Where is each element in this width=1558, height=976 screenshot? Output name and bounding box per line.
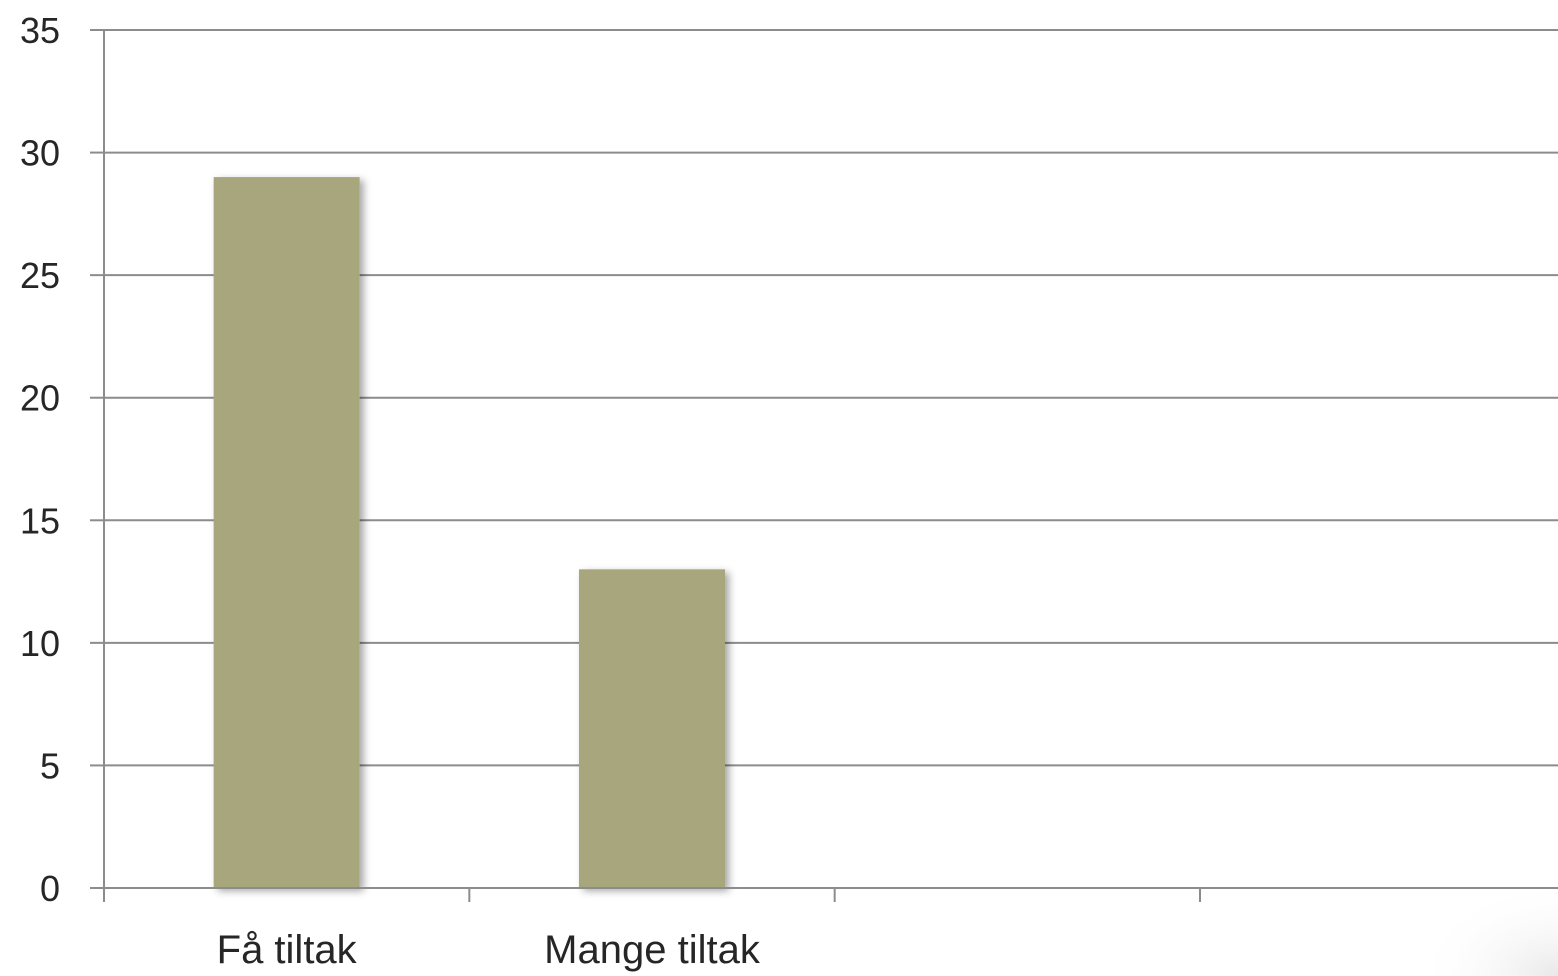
y-tick-label: 0 bbox=[40, 868, 60, 909]
bar-2 bbox=[579, 569, 725, 888]
y-tick-label: 30 bbox=[20, 133, 60, 174]
y-tick-label: 20 bbox=[20, 378, 60, 419]
y-tick-label: 10 bbox=[20, 623, 60, 664]
bars bbox=[213, 177, 725, 889]
corner-shading bbox=[1150, 700, 1558, 976]
y-tick-label: 15 bbox=[20, 500, 60, 541]
axes bbox=[90, 29, 1558, 902]
x-tick-label: Få tiltak bbox=[217, 928, 358, 972]
y-tick-label: 35 bbox=[20, 10, 60, 51]
x-tick-label: Mange tiltak bbox=[544, 928, 761, 972]
tick-labels: 0 5 10 15 20 25 30 35 Få tiltak Mange tiltak bbox=[20, 10, 761, 972]
y-tick-label: 5 bbox=[40, 745, 60, 786]
y-tick-label: 25 bbox=[20, 255, 60, 296]
bar-1 bbox=[213, 177, 360, 889]
